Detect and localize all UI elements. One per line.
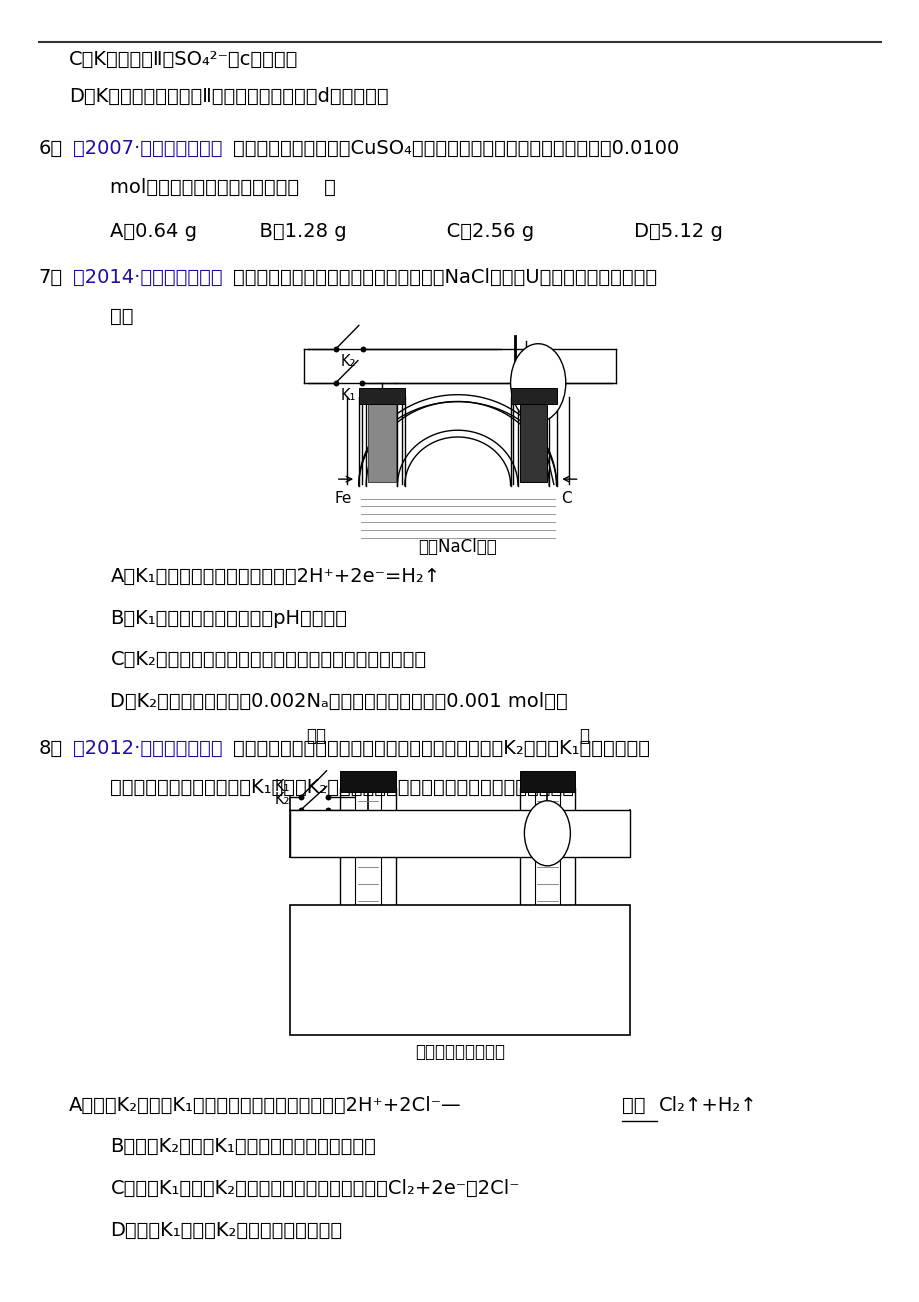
Text: 6．: 6． — [39, 138, 62, 158]
Text: K₂: K₂ — [340, 354, 356, 370]
Text: 泡产生；一段时间后，断开K₁，闭合K₂，发现电流表指针偏转，下列有关描述正确的是: 泡产生；一段时间后，断开K₁，闭合K₂，发现电流表指针偏转，下列有关描述正确的是 — [110, 777, 573, 797]
Text: D．K₂闭合，电路中通过0.002Nₐ个电子时，两极共产生0.001 mol气体: D．K₂闭合，电路中通过0.002Nₐ个电子时，两极共产生0.001 mol气体 — [110, 691, 568, 711]
Text: 以惰性电极电解足量的CuSO₄溶液。若阳极上产生气体的物质的量为0.0100: 以惰性电极电解足量的CuSO₄溶液。若阳极上产生气体的物质的量为0.0100 — [233, 138, 678, 158]
Text: 7．: 7． — [39, 267, 62, 286]
Bar — [510, 388, 556, 404]
Text: K₁: K₁ — [340, 388, 356, 404]
Text: 8．: 8． — [39, 738, 62, 758]
Text: A．0.64 g          B．1.28 g                C．2.56 g                D．5.12 g: A．0.64 g B．1.28 g C．2.56 g D．5.12 g — [110, 221, 722, 241]
Text: K₁: K₁ — [274, 779, 289, 794]
Text: G: G — [531, 374, 544, 392]
Text: 某兴趣小组设计如下微型实验装置。实验时，现断开K₂，闭合K₁，两极均有气: 某兴趣小组设计如下微型实验装置。实验时，现断开K₂，闭合K₁，两极均有气 — [233, 738, 649, 758]
Text: B．断开K₂，闭合K₁时，石墨电极附近溶液变红: B．断开K₂，闭合K₁时，石墨电极附近溶液变红 — [110, 1137, 376, 1156]
Text: mol，则阴极上析出铜的质量为（    ）: mol，则阴极上析出铜的质量为（ ） — [110, 177, 336, 197]
Bar — [289, 905, 630, 1035]
Bar — [519, 404, 547, 482]
Text: A: A — [540, 824, 553, 842]
Bar — [289, 810, 630, 857]
Text: 的是: 的是 — [110, 306, 134, 326]
Text: K₂: K₂ — [274, 792, 289, 807]
Text: B．K₁闭合，石墨棒周围溶液pH逐渐升高: B．K₁闭合，石墨棒周围溶液pH逐渐升高 — [110, 608, 347, 628]
Text: （2007·全国高考真题）: （2007·全国高考真题） — [73, 138, 222, 158]
Text: Cl₂↑+H₂↑: Cl₂↑+H₂↑ — [658, 1095, 756, 1115]
Text: 如图所示，将铁棒和石墨棒插入盛有饱和NaCl溶液的U型管中，下列分析正确: 如图所示，将铁棒和石墨棒插入盛有饱和NaCl溶液的U型管中，下列分析正确 — [233, 267, 656, 286]
Text: Fe: Fe — [334, 491, 351, 506]
Text: 石墨: 石墨 — [306, 727, 326, 745]
Bar — [358, 388, 404, 404]
Text: 含酚酞的饱和食盐水: 含酚酞的饱和食盐水 — [414, 1043, 505, 1061]
Circle shape — [510, 344, 565, 422]
Text: C．K₂闭合，铁棒不会被腐蚀，属于牺牲阳极的阴极保护法: C．K₂闭合，铁棒不会被腐蚀，属于牺牲阳极的阴极保护法 — [110, 650, 426, 669]
Text: A．断开K₂，闭合K₁时，总反应的离子方程式为：2H⁺+2Cl⁻—: A．断开K₂，闭合K₁时，总反应的离子方程式为：2H⁺+2Cl⁻— — [69, 1095, 461, 1115]
Text: A．K₁闭合，铁棒上发生的反应为2H⁺+2e⁻=H₂↑: A．K₁闭合，铁棒上发生的反应为2H⁺+2e⁻=H₂↑ — [110, 566, 440, 586]
Text: 直流电源: 直流电源 — [438, 818, 481, 836]
Text: C．断开K₁，闭合K₂时，铜电极上的电极反应为：Cl₂+2e⁻＝2Cl⁻: C．断开K₁，闭合K₂时，铜电极上的电极反应为：Cl₂+2e⁻＝2Cl⁻ — [110, 1178, 519, 1198]
Text: （2014·上海高考真题）: （2014·上海高考真题） — [73, 267, 222, 286]
Text: D．断开K₁，闭合K₂时，石墨电极作正极: D．断开K₁，闭合K₂时，石墨电极作正极 — [110, 1220, 342, 1240]
Bar — [368, 404, 395, 482]
Bar — [340, 771, 395, 792]
Text: 通电: 通电 — [621, 1095, 645, 1115]
Text: 饱和NaCl溶液: 饱和NaCl溶液 — [417, 538, 496, 556]
Circle shape — [524, 801, 570, 866]
Text: 铜: 铜 — [579, 727, 589, 745]
Text: D．K闭合一段时间后，Ⅱ可单独作为原电池，d电极为正极: D．K闭合一段时间后，Ⅱ可单独作为原电池，d电极为正极 — [69, 86, 388, 105]
Text: C: C — [561, 491, 572, 506]
Bar — [519, 771, 574, 792]
Text: C．K闭合时，Ⅱ中SO₄²⁻向c电极迁移: C．K闭合时，Ⅱ中SO₄²⁻向c电极迁移 — [69, 49, 298, 69]
Text: （2012·安徽高考真题）: （2012·安徽高考真题） — [73, 738, 222, 758]
